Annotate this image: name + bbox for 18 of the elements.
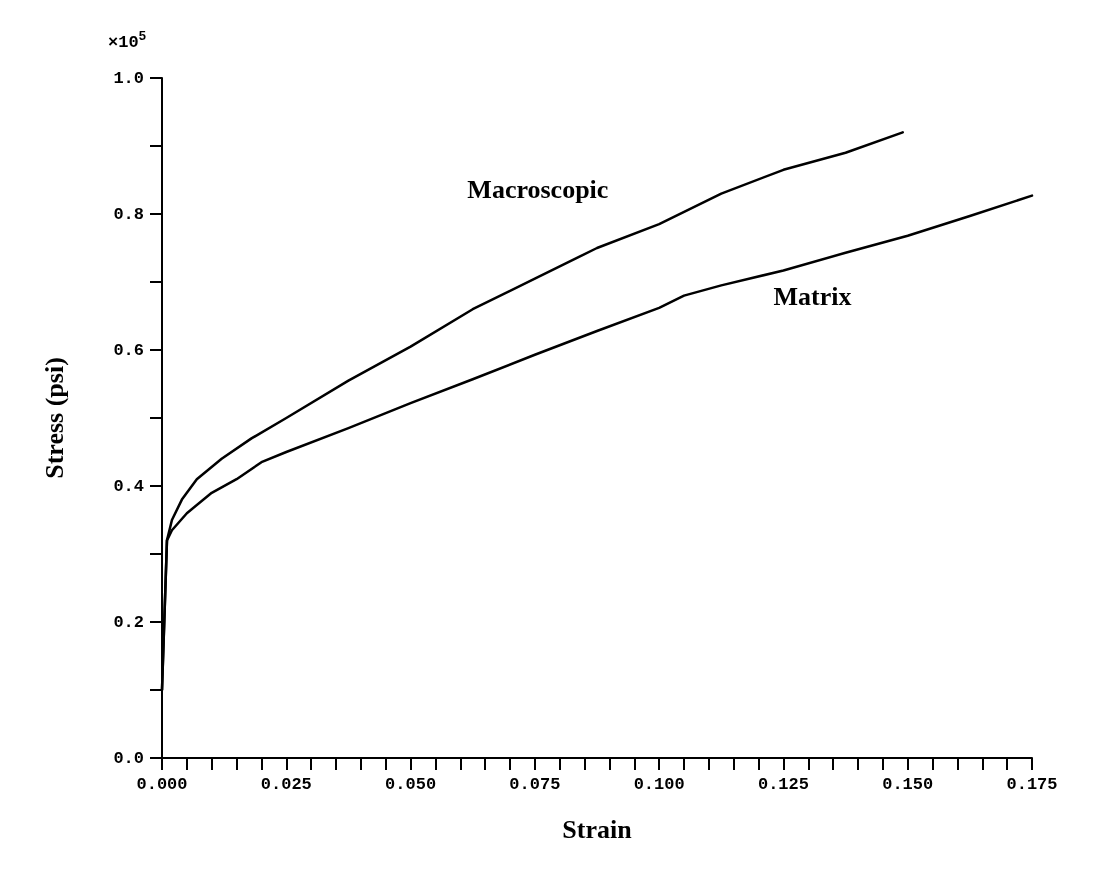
x-axis-title: Strain [562,814,633,844]
y-axis-title: Stress (psi) [39,357,69,479]
x-tick-label: 0.100 [633,775,685,794]
x-tick-label: 0.075 [509,775,561,794]
series-label: Matrix [773,281,852,311]
y-tick-label: 0.6 [113,340,144,360]
y-tick-label: 0.4 [113,476,144,496]
x-tick-label: 0.025 [260,775,312,794]
x-tick-label: 0.050 [385,775,437,794]
x-tick-label: 0.125 [757,775,809,794]
series-label: Macroscopic [467,175,609,205]
y-tick-label: 1.0 [113,68,144,88]
x-tick-label: 0.000 [136,775,188,794]
y-tick-label: 0.0 [113,748,144,768]
x-tick-label: 0.150 [882,775,934,794]
y-tick-label: 0.2 [113,612,144,632]
x-tick-label: 0.175 [1006,775,1058,794]
y-tick-label: 0.8 [113,204,144,224]
